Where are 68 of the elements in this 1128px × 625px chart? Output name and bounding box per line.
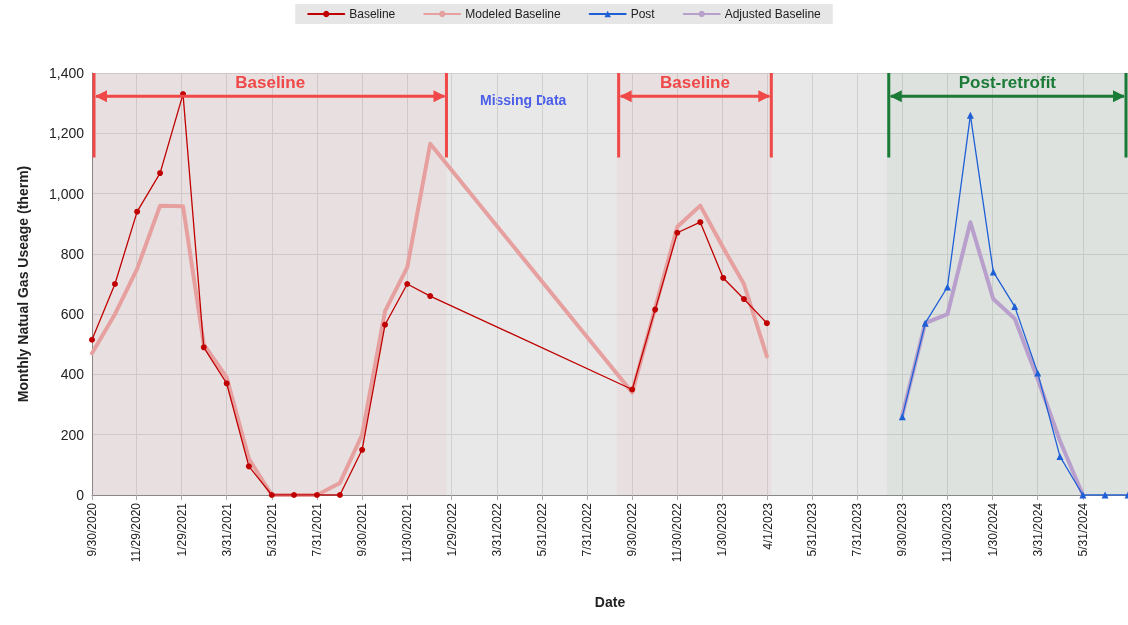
point xyxy=(111,281,118,287)
x-tick-label: 9/30/2022 xyxy=(625,502,640,557)
point xyxy=(359,446,366,453)
point xyxy=(1079,491,1087,499)
y-tick-label: 1,000 xyxy=(48,185,85,202)
y-tick-label: 200 xyxy=(60,426,85,443)
point xyxy=(674,229,681,236)
point xyxy=(268,492,275,498)
x-tick-label: 7/31/2021 xyxy=(309,502,324,557)
legend-label: Baseline xyxy=(349,7,396,21)
y-tick-label: 600 xyxy=(60,306,85,323)
band-label: Post-retrofit xyxy=(958,73,1057,93)
legend-label: Modeled Baseline xyxy=(465,7,561,21)
x-tick-label: 3/31/2021 xyxy=(219,502,234,557)
x-tick-label: 5/31/2024 xyxy=(1075,502,1090,557)
x-tick-label: 4/1/2023 xyxy=(760,502,775,550)
annotation: Missing Data xyxy=(480,92,567,108)
point xyxy=(89,336,95,343)
legend-label: Post xyxy=(630,7,656,21)
point xyxy=(740,296,747,303)
x-tick-label: 1/29/2021 xyxy=(174,502,189,557)
x-tick-label: 5/31/2021 xyxy=(264,502,279,557)
x-tick-label: 3/31/2022 xyxy=(489,502,504,557)
point xyxy=(1101,491,1109,499)
x-tick-label: 5/31/2022 xyxy=(534,502,549,557)
x-tick-label: 11/30/2021 xyxy=(400,502,415,563)
x-axis-title: Date xyxy=(594,594,626,610)
point xyxy=(382,321,389,328)
x-tick-label: 7/31/2023 xyxy=(850,502,865,557)
point xyxy=(291,492,298,498)
band-label: Baseline xyxy=(660,73,730,93)
point xyxy=(763,320,770,327)
point xyxy=(404,281,411,287)
y-tick-label: 1,400 xyxy=(48,65,85,81)
x-tick-label: 9/30/2023 xyxy=(895,502,910,557)
legend-label: Adjusted Baseline xyxy=(724,7,822,21)
x-tick-label: 5/31/2023 xyxy=(805,502,820,557)
y-tick-label: 400 xyxy=(60,366,85,383)
point xyxy=(157,170,164,177)
point xyxy=(1056,452,1064,460)
point xyxy=(134,208,141,215)
x-tick-label: 11/30/2023 xyxy=(940,502,955,563)
y-tick-label: 800 xyxy=(60,245,85,262)
x-tick-label: 1/30/2023 xyxy=(715,502,730,557)
point xyxy=(966,111,974,119)
x-tick-label: 11/30/2022 xyxy=(670,502,685,563)
y-axis-title: Monthly Natual Gas Useage (therm) xyxy=(15,165,31,403)
point xyxy=(245,463,252,470)
y-tick-label: 0 xyxy=(76,487,85,503)
x-tick-label: 7/31/2022 xyxy=(580,502,595,557)
point xyxy=(697,219,704,226)
band-label: Baseline xyxy=(235,73,306,93)
point xyxy=(336,492,343,498)
y-tick-label: 1,200 xyxy=(48,125,85,142)
point xyxy=(427,293,434,300)
point xyxy=(921,319,929,327)
x-tick-label: 1/30/2024 xyxy=(985,502,1000,557)
point xyxy=(720,274,727,281)
point xyxy=(629,386,636,393)
x-tick-label: 9/30/2020 xyxy=(85,502,99,557)
point xyxy=(313,492,320,498)
point xyxy=(652,306,659,313)
x-tick-label: 3/31/2024 xyxy=(1030,502,1045,557)
point xyxy=(200,344,207,351)
point xyxy=(943,283,951,291)
x-tick-label: 1/29/2022 xyxy=(444,502,459,557)
x-tick-label: 9/30/2021 xyxy=(355,502,370,557)
x-tick-label: 11/29/2020 xyxy=(129,502,144,563)
